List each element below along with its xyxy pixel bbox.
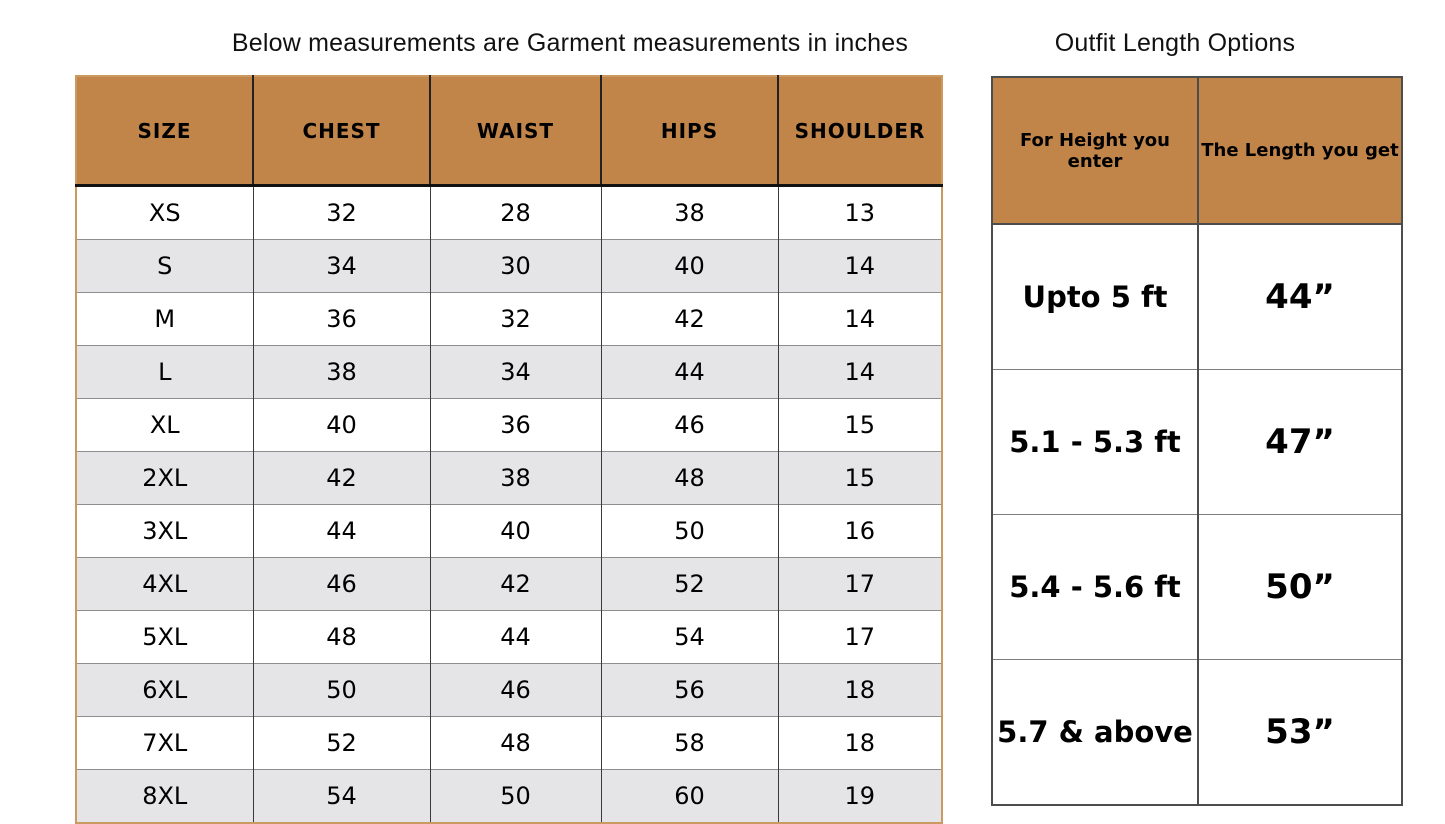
table-cell: 36 (253, 292, 431, 346)
table-cell: L (76, 345, 254, 399)
table-cell: 16 (778, 504, 942, 558)
table-cell: M (76, 292, 254, 346)
header-row: SIZE CHEST WAIST HIPS SHOULDER (76, 76, 942, 187)
table-cell: 46 (253, 557, 431, 611)
table-cell: 5.1 - 5.3 ft (992, 369, 1199, 515)
table-row: 4XL 46 42 52 17 (76, 557, 942, 611)
table-cell: 47” (1198, 369, 1402, 515)
table-cell: 34 (253, 239, 431, 293)
column-header: HIPS (601, 76, 779, 187)
table-row: XS 32 28 38 13 (76, 185, 942, 240)
table-row: 3XL 44 40 50 16 (76, 504, 942, 558)
table-row: 5XL 48 44 54 17 (76, 610, 942, 664)
table-cell: XS (76, 185, 254, 240)
table-cell: 5.7 & above (992, 659, 1199, 805)
table-cell: 19 (778, 769, 942, 823)
table-cell: 38 (601, 185, 779, 240)
table-cell: 46 (601, 398, 779, 452)
table-cell: 4XL (76, 557, 254, 611)
table-cell: 50 (601, 504, 779, 558)
garment-measurements-title: Below measurements are Garment measureme… (231, 29, 909, 57)
table-cell: 34 (430, 345, 602, 399)
table-cell: 44 (430, 610, 602, 664)
outfit-length-table: For Height you enter The Length you get Up… (991, 76, 1403, 806)
column-header: The Length you get (1198, 77, 1402, 225)
table-row: Upto 5 ft 44” (992, 223, 1402, 370)
table-row: 6XL 50 46 56 18 (76, 663, 942, 717)
table-cell: 17 (778, 557, 942, 611)
table-cell: 40 (253, 398, 431, 452)
table-cell: 50 (430, 769, 602, 823)
table-cell: 32 (253, 185, 431, 240)
table-cell: 18 (778, 663, 942, 717)
column-header: WAIST (430, 76, 602, 187)
table-cell: 38 (430, 451, 602, 505)
table-row: 5.7 & above 53” (992, 659, 1402, 805)
table-row: XL 40 36 46 15 (76, 398, 942, 452)
table-cell: 46 (430, 663, 602, 717)
table-cell: 52 (253, 716, 431, 770)
table-cell: 52 (601, 557, 779, 611)
table-cell: 32 (430, 292, 602, 346)
table-cell: 44 (601, 345, 779, 399)
table-cell: 53” (1198, 659, 1402, 805)
column-header: SIZE (76, 76, 254, 187)
table-cell: 54 (253, 769, 431, 823)
table-cell: 28 (430, 185, 602, 240)
table-cell: 14 (778, 292, 942, 346)
table-cell: 42 (253, 451, 431, 505)
table-row: 2XL 42 38 48 15 (76, 451, 942, 505)
table-cell: 14 (778, 239, 942, 293)
table-cell: 6XL (76, 663, 254, 717)
table-cell: 48 (430, 716, 602, 770)
garment-measurements-table: SIZE CHEST WAIST HIPS SHOULDER XS 32 28 38 13 S 34 3… (75, 75, 943, 824)
column-header: For Height you enter (992, 77, 1199, 225)
table-row: S 34 30 40 14 (76, 239, 942, 293)
table-cell: 44 (253, 504, 431, 558)
column-header: SHOULDER (778, 76, 942, 187)
column-header: CHEST (253, 76, 431, 187)
table-cell: 50” (1198, 514, 1402, 660)
header-row: For Height you enter The Length you get (992, 77, 1402, 225)
table-cell: 54 (601, 610, 779, 664)
table-row: L 38 34 44 14 (76, 345, 942, 399)
table-cell: 36 (430, 398, 602, 452)
table-cell: 5.4 - 5.6 ft (992, 514, 1199, 660)
outfit-length-title: Outfit Length Options (1054, 29, 1296, 57)
table-cell: 13 (778, 185, 942, 240)
table-cell: 40 (601, 239, 779, 293)
table-cell: 50 (253, 663, 431, 717)
table-cell: 58 (601, 716, 779, 770)
table-cell: XL (76, 398, 254, 452)
table-cell: S (76, 239, 254, 293)
table-cell: 44” (1198, 223, 1402, 370)
table-cell: 48 (601, 451, 779, 505)
table-cell: 7XL (76, 716, 254, 770)
table-cell: 38 (253, 345, 431, 399)
table-row: 7XL 52 48 58 18 (76, 716, 942, 770)
table-cell: 17 (778, 610, 942, 664)
table-cell: 2XL (76, 451, 254, 505)
table-cell: 60 (601, 769, 779, 823)
table-cell: 15 (778, 451, 942, 505)
table-cell: 40 (430, 504, 602, 558)
table-cell: 14 (778, 345, 942, 399)
table-cell: 18 (778, 716, 942, 770)
table-cell: 3XL (76, 504, 254, 558)
table-cell: 56 (601, 663, 779, 717)
table-cell: Upto 5 ft (992, 223, 1199, 370)
table-row: 5.1 - 5.3 ft 47” (992, 369, 1402, 515)
table-row: 5.4 - 5.6 ft 50” (992, 514, 1402, 660)
table-cell: 15 (778, 398, 942, 452)
table-row: M 36 32 42 14 (76, 292, 942, 346)
table-cell: 42 (430, 557, 602, 611)
table-cell: 5XL (76, 610, 254, 664)
table-cell: 42 (601, 292, 779, 346)
table-cell: 30 (430, 239, 602, 293)
table-row: 8XL 54 50 60 19 (76, 769, 942, 823)
table-cell: 48 (253, 610, 431, 664)
table-cell: 8XL (76, 769, 254, 823)
